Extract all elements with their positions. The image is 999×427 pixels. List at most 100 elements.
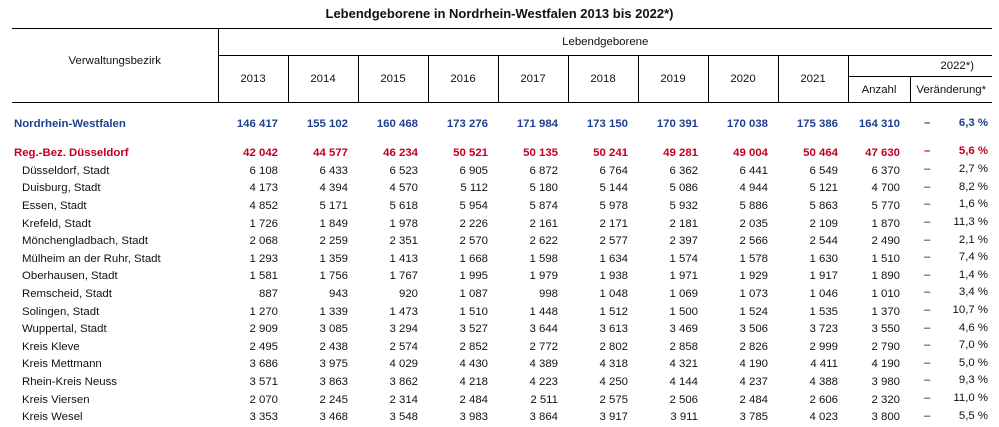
value-cell: 3 506: [739, 323, 768, 336]
births-table: Verwaltungsbezirk Lebendgeborene 2013 20…: [12, 28, 992, 426]
table-row: Rhein-Kreis Neuss 3 571 3 863 3 862 4 218 4 2…: [12, 373, 992, 391]
value-cell: 2 161: [529, 217, 558, 230]
row-label: Kreis Wesel: [22, 411, 83, 424]
value-cell: 1 581: [249, 270, 278, 283]
change-value: 1,6 %: [958, 198, 988, 211]
value-cell: 1 849: [319, 217, 348, 230]
value-cell: 50 521: [453, 146, 488, 159]
value-cell: 3 527: [459, 323, 488, 336]
value-cell: 4 190: [739, 358, 768, 371]
value-cell: 5 144: [599, 182, 628, 195]
column-header-year: 2018: [568, 55, 639, 103]
row-label: Duisburg, Stadt: [22, 182, 101, 195]
value-cell: 5 874: [529, 199, 558, 212]
value-cell: 4 700: [871, 182, 900, 195]
value-cell: 2 909: [249, 323, 278, 336]
value-cell: 4 852: [249, 199, 278, 212]
value-cell: 1 938: [599, 270, 628, 283]
change-value: 5,5 %: [958, 409, 988, 422]
change-sign: –: [924, 286, 931, 299]
row-label: Kreis Mettmann: [22, 358, 102, 371]
value-cell: 2 506: [669, 393, 698, 406]
value-cell: 3 800: [871, 411, 900, 424]
value-cell: 6 433: [319, 164, 348, 177]
value-cell: 146 417: [236, 118, 278, 130]
value-cell: 1 339: [319, 305, 348, 318]
change-cell: – 1,4 %: [910, 268, 992, 286]
value-cell: 1 574: [669, 252, 698, 265]
table-row: Solingen, Stadt 1 270 1 339 1 473 1 510 1 448…: [12, 303, 992, 321]
column-header-year: 2013: [218, 55, 289, 103]
value-cell: 998: [538, 287, 558, 300]
row-label: Oberhausen, Stadt: [22, 270, 118, 283]
change-value: 11,0 %: [953, 392, 988, 405]
change-sign: –: [924, 268, 931, 281]
value-cell: 3 548: [389, 411, 418, 424]
value-cell: 3 917: [599, 411, 628, 424]
table-row: Essen, Stadt 4 852 5 171 5 618 5 954 5 874 5 9…: [12, 197, 992, 215]
row-label: Düsseldorf, Stadt: [22, 164, 110, 177]
value-cell: 2 068: [249, 235, 278, 248]
value-cell: 2 858: [669, 340, 698, 353]
change-sign: –: [924, 321, 931, 334]
value-cell: 2 852: [459, 340, 488, 353]
value-cell: 5 770: [871, 199, 900, 212]
change-sign: –: [924, 163, 931, 176]
value-cell: 2 566: [739, 235, 768, 248]
change-value: 7,0 %: [958, 339, 988, 352]
value-cell: 2 259: [319, 235, 348, 248]
value-cell: 3 686: [249, 358, 278, 371]
row-label: Mönchengladbach, Stadt: [22, 235, 149, 248]
change-cell: – 6,3 %: [910, 113, 992, 135]
change-cell: – 2,1 %: [910, 232, 992, 250]
change-sign: –: [924, 180, 931, 193]
value-cell: 887: [258, 287, 278, 300]
row-label: Essen, Stadt: [22, 199, 87, 212]
value-cell: 2 181: [669, 217, 698, 230]
value-cell: 164 310: [858, 118, 900, 130]
value-cell: 2 544: [809, 235, 838, 248]
value-cell: 3 294: [389, 323, 418, 336]
value-cell: 6 872: [529, 164, 558, 177]
change-value: 5,0 %: [958, 356, 988, 369]
value-cell: 50 135: [523, 146, 558, 159]
value-cell: 5 112: [460, 182, 488, 195]
value-cell: 4 389: [529, 358, 558, 371]
value-cell: 4 394: [319, 182, 348, 195]
value-cell: 4 430: [459, 358, 488, 371]
value-cell: 1 535: [809, 305, 838, 318]
change-sign: –: [924, 145, 931, 157]
value-cell: 2 495: [249, 340, 278, 353]
value-cell: 6 549: [809, 164, 838, 177]
table-row: Mönchengladbach, Stadt 2 068 2 259 2 351 2 5…: [12, 232, 992, 250]
value-cell: 1 512: [599, 305, 628, 318]
table-row: Duisburg, Stadt 4 173 4 394 4 570 5 112 5 180…: [12, 180, 992, 198]
table-row: Kreis Mettmann 3 686 3 975 4 029 4 430 4 389 4…: [12, 356, 992, 374]
change-cell: – 1,6 %: [910, 197, 992, 215]
change-value: 2,1 %: [958, 233, 988, 246]
value-cell: 3 353: [249, 411, 278, 424]
column-header-year: 2020: [708, 55, 779, 103]
value-cell: 1 413: [389, 252, 418, 265]
value-cell: 6 108: [249, 164, 278, 177]
value-cell: 4 190: [871, 358, 900, 371]
row-label: Wuppertal, Stadt: [22, 323, 107, 336]
value-cell: 1 524: [739, 305, 768, 318]
value-cell: 2 484: [739, 393, 768, 406]
change-sign: –: [924, 356, 931, 369]
change-value: 2,7 %: [958, 163, 988, 176]
value-cell: 2 226: [459, 217, 488, 230]
value-cell: 1 578: [739, 252, 768, 265]
column-header-year: 2017: [498, 55, 569, 103]
value-cell: 170 038: [726, 118, 768, 130]
value-cell: 2 351: [389, 235, 418, 248]
column-header-year: 2016: [428, 55, 499, 103]
table-row: Krefeld, Stadt 1 726 1 849 1 978 2 226 2 161 2…: [12, 215, 992, 233]
value-cell: 173 276: [446, 118, 488, 130]
change-sign: –: [924, 251, 931, 264]
value-cell: 1 870: [871, 217, 900, 230]
change-cell: – 11,3 %: [910, 215, 992, 233]
row-label: Remscheid, Stadt: [22, 287, 112, 300]
table-row: Reg.-Bez. Düsseldorf 42 042 44 577 46 234 50…: [12, 143, 992, 162]
change-sign: –: [924, 304, 931, 317]
